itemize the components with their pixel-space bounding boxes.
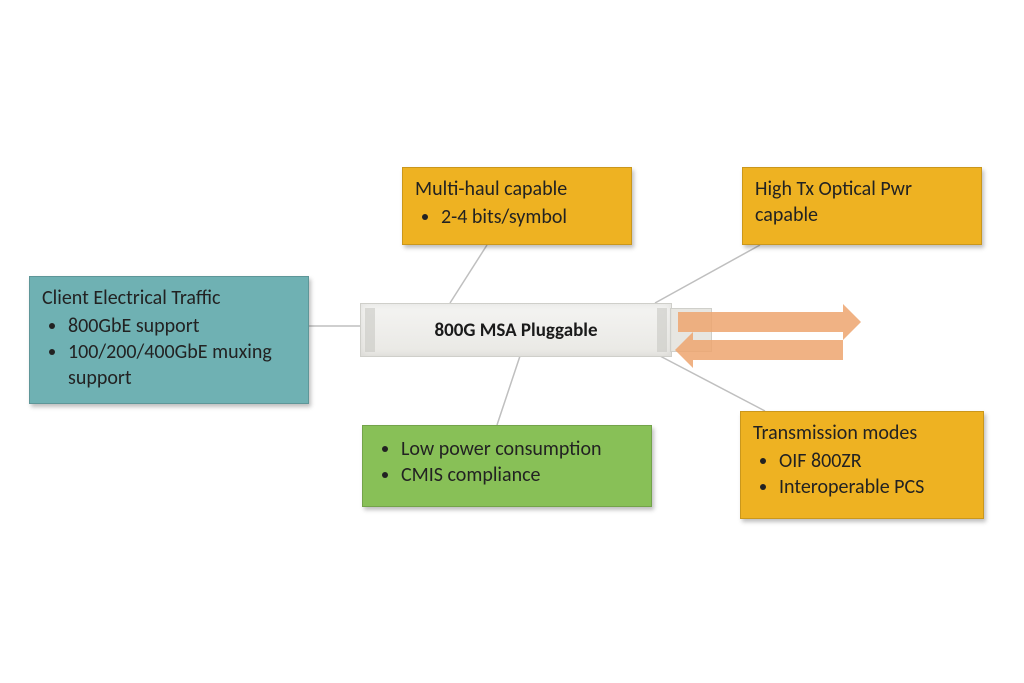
list-item: CMIS compliance	[401, 462, 639, 488]
list-item: 2-4 bits/symbol	[441, 204, 619, 230]
module-label: 800G MSA Pluggable	[434, 319, 597, 342]
list-item: Low power consumption	[401, 436, 639, 462]
box-title: High Tx Optical Pwr capable	[755, 176, 969, 228]
multihaul-box: Multi-haul capable 2-4 bits/symbol	[402, 167, 632, 245]
list-item: OIF 800ZR	[779, 448, 971, 474]
box-title: Transmission modes	[753, 420, 971, 446]
hightx-box: High Tx Optical Pwr capable	[742, 167, 982, 245]
box-bullets: 800GbE support 100/200/400GbE muxing sup…	[42, 313, 296, 391]
rx-arrow-icon	[693, 340, 843, 360]
transmission-box: Transmission modes OIF 800ZR Interoperab…	[740, 411, 984, 519]
list-item: 800GbE support	[68, 313, 296, 339]
box-title: Client Electrical Traffic	[42, 285, 296, 311]
lowpower-box: Low power consumption CMIS compliance	[362, 425, 652, 507]
tx-arrow-icon	[678, 312, 843, 332]
box-title: Multi-haul capable	[415, 176, 619, 202]
pluggable-module: 800G MSA Pluggable	[360, 303, 672, 357]
list-item: Interoperable PCS	[779, 474, 971, 500]
list-item: 100/200/400GbE muxing support	[68, 339, 296, 391]
client-traffic-box: Client Electrical Traffic 800GbE support…	[29, 276, 309, 404]
box-bullets: Low power consumption CMIS compliance	[375, 436, 639, 488]
box-bullets: 2-4 bits/symbol	[415, 204, 619, 230]
box-bullets: OIF 800ZR Interoperable PCS	[753, 448, 971, 500]
